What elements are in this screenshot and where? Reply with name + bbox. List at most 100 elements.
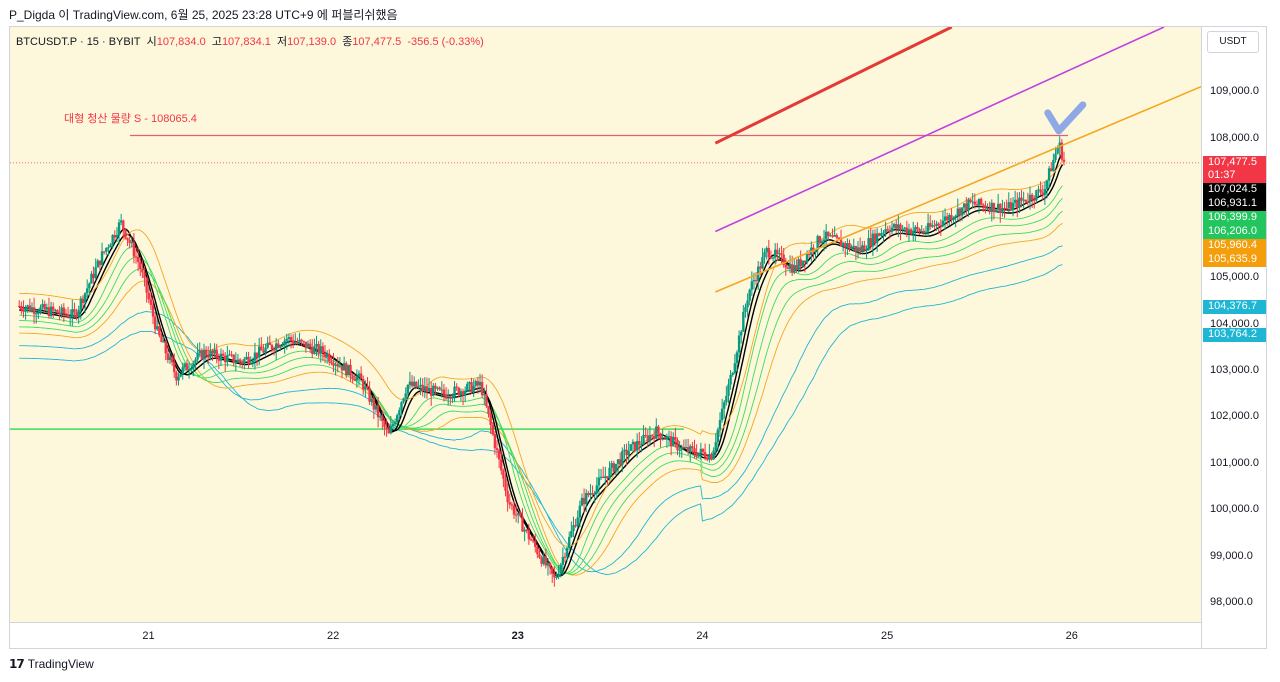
candle-body xyxy=(419,384,422,387)
chart-plot-area[interactable] xyxy=(10,27,1201,622)
candle xyxy=(633,441,637,453)
candle-body xyxy=(391,424,395,427)
candle-body xyxy=(861,245,864,252)
candle xyxy=(669,431,673,456)
candle xyxy=(145,277,148,303)
candle xyxy=(956,198,960,222)
candle xyxy=(623,444,626,460)
candle xyxy=(207,346,210,364)
candle-body xyxy=(735,352,739,364)
candle xyxy=(718,412,722,437)
price-tick-label: 99,000.0 xyxy=(1210,549,1253,562)
candle xyxy=(508,493,511,509)
candle xyxy=(185,359,189,371)
candle-body xyxy=(283,340,286,346)
candle-body xyxy=(1056,147,1059,154)
candle-body xyxy=(185,363,189,370)
candle-body xyxy=(115,235,119,238)
high-value: 107,834.1 xyxy=(221,36,271,48)
candle-body xyxy=(869,238,872,247)
candle xyxy=(909,227,913,236)
candle xyxy=(389,416,393,435)
candle-body xyxy=(364,386,367,390)
candle xyxy=(582,488,586,514)
candle-body xyxy=(493,434,497,449)
candle xyxy=(948,213,951,226)
candle-body xyxy=(204,349,208,356)
candle-body xyxy=(650,435,654,437)
candle xyxy=(818,235,821,246)
candle xyxy=(328,349,331,366)
candle xyxy=(187,361,191,379)
ma-band-green-low xyxy=(19,210,1063,575)
candle xyxy=(1024,199,1027,204)
candle-body xyxy=(852,245,855,248)
candle-body xyxy=(279,346,282,348)
symbol-legend[interactable]: BTCUSDT.P · 15 · BYBIT 시107,834.0 고107,8… xyxy=(16,33,484,49)
candle xyxy=(268,335,272,346)
candle xyxy=(890,221,894,235)
candle-body xyxy=(733,363,737,374)
candle-body xyxy=(880,233,883,236)
candle-body xyxy=(895,224,898,229)
candle-body xyxy=(1009,202,1013,211)
candle-body xyxy=(109,244,112,248)
candle xyxy=(270,343,274,353)
candle xyxy=(370,395,373,406)
candle xyxy=(436,386,439,391)
candle xyxy=(784,257,788,276)
candle xyxy=(480,374,484,399)
candle xyxy=(873,229,877,247)
price-tick-label: 98,000.0 xyxy=(1210,596,1253,609)
candle-body xyxy=(98,260,102,266)
candle xyxy=(572,516,575,538)
candle-body xyxy=(884,229,887,233)
candle-body xyxy=(723,402,726,409)
candle xyxy=(315,335,318,356)
candle-body xyxy=(568,536,571,548)
candle-body xyxy=(164,341,167,354)
candle-body xyxy=(835,235,838,238)
candle xyxy=(773,243,777,264)
time-tick-label: 26 xyxy=(1065,630,1078,642)
candle xyxy=(712,447,715,460)
candle-body xyxy=(888,230,892,232)
candle-body xyxy=(952,217,955,220)
candle-body xyxy=(801,260,804,266)
candle xyxy=(901,224,904,234)
candle xyxy=(209,343,212,361)
ma-band-orange-high xyxy=(19,161,1063,547)
footer-branding[interactable]: 𝟭𝟳 TradingView xyxy=(9,657,94,671)
price-axis-label: 105,635.9 xyxy=(1203,252,1266,267)
currency-unit-button[interactable]: USDT xyxy=(1207,31,1259,53)
candle xyxy=(1011,197,1015,217)
candle xyxy=(616,459,620,473)
trendline-red xyxy=(714,27,953,145)
candle xyxy=(601,466,605,479)
candle xyxy=(308,339,312,353)
candle-body xyxy=(960,207,964,216)
candle-body xyxy=(514,514,518,516)
candle xyxy=(425,377,429,399)
candle xyxy=(1060,139,1064,162)
candle-body xyxy=(922,230,926,234)
candle-body xyxy=(461,391,465,396)
candle xyxy=(967,197,970,217)
candle-body xyxy=(230,354,233,356)
candle-body xyxy=(695,453,698,457)
candle xyxy=(28,298,32,313)
candle-body xyxy=(173,362,176,373)
candle-body xyxy=(962,203,966,208)
candle-body xyxy=(988,208,991,213)
candle-body xyxy=(387,429,390,434)
candle xyxy=(374,405,378,413)
candle xyxy=(920,225,923,234)
candle xyxy=(882,230,885,243)
candle xyxy=(950,208,953,224)
candle-body xyxy=(43,303,46,310)
candle-body xyxy=(616,459,620,464)
candle-body xyxy=(128,239,131,244)
candle-body xyxy=(113,235,116,238)
candle-body xyxy=(75,312,78,317)
candle-body xyxy=(432,385,435,396)
